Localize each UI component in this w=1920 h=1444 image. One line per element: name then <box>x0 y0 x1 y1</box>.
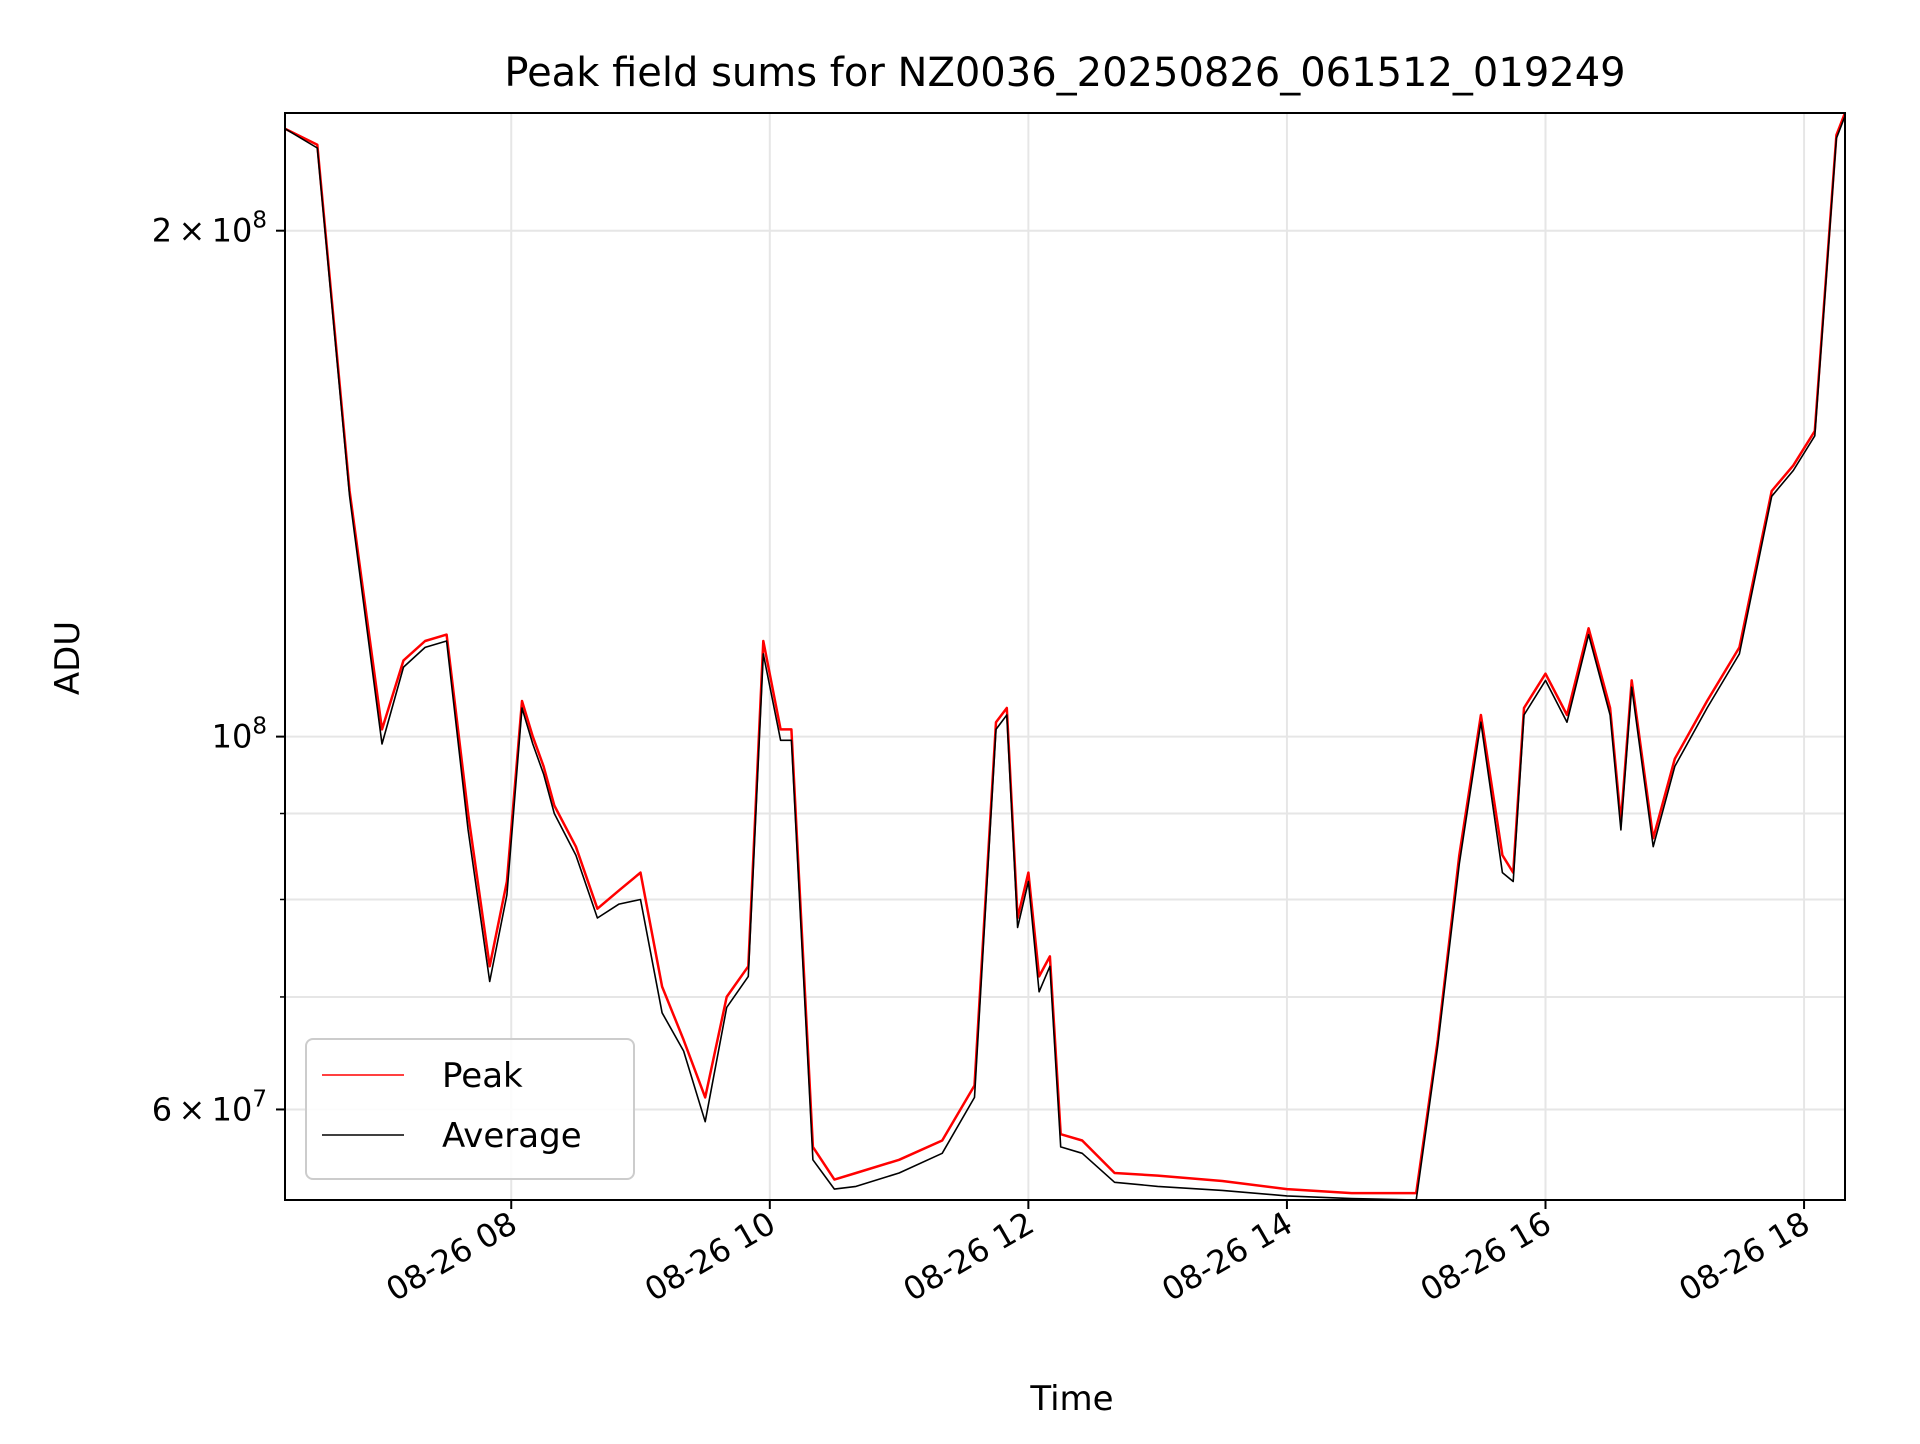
y-tick-label: 2 × 108 <box>152 208 267 250</box>
y-tick-power-base: 10 <box>212 718 253 756</box>
legend-label-average: Average <box>442 1116 582 1156</box>
y-tick-label: 6 × 107 <box>152 1086 267 1128</box>
legend-box <box>305 1038 635 1180</box>
legend: Peak Average <box>305 1038 635 1180</box>
y-tick-exponent: 8 <box>252 714 267 740</box>
y-tick-power-base: 10 <box>212 212 253 250</box>
legend-label-peak: Peak <box>442 1056 523 1096</box>
chart-title: Peak field sums for NZ0036_20250826_0615… <box>504 50 1625 96</box>
y-axis-title: ADU <box>48 621 88 695</box>
series-line-average <box>284 115 1846 1201</box>
y-tick-times: × <box>178 212 211 250</box>
x-axis-title: Time <box>1029 1379 1113 1419</box>
y-tick-base: 6 <box>152 1090 179 1128</box>
y-tick-exponent: 8 <box>252 208 267 234</box>
y-tick-times: × <box>178 1090 211 1128</box>
y-tick-base: 2 <box>152 212 179 250</box>
series-line-peak <box>284 112 1847 1195</box>
series-lines <box>284 112 1847 1201</box>
axis-ticks <box>276 229 1806 1209</box>
y-tick-label: 108 <box>212 714 267 756</box>
y-tick-power-base: 10 <box>212 1090 253 1128</box>
plot-frame <box>284 112 1846 1201</box>
y-tick-exponent: 7 <box>252 1086 267 1112</box>
